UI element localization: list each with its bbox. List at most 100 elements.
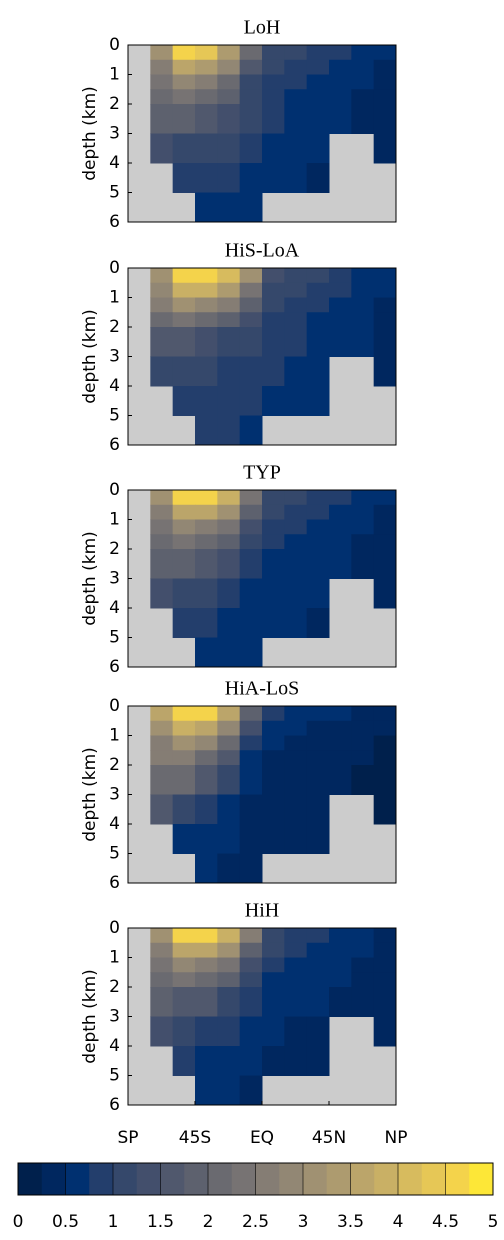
cell xyxy=(217,578,241,609)
cell xyxy=(351,706,375,722)
cell xyxy=(329,312,352,328)
cell xyxy=(195,637,218,668)
cell xyxy=(284,133,308,164)
x-tick-label: EQ xyxy=(250,1128,274,1148)
colorbar-swatch xyxy=(136,1163,161,1195)
cell xyxy=(150,765,174,795)
cell xyxy=(195,268,218,284)
cell xyxy=(217,490,241,506)
y-tick-label: 3 xyxy=(109,124,120,144)
cell xyxy=(284,794,308,825)
cell xyxy=(329,282,352,298)
cell xyxy=(150,133,174,164)
y-tick-label: 1 xyxy=(109,726,120,746)
colorbar-tick-label: 2.5 xyxy=(242,1212,269,1232)
cell xyxy=(262,972,285,988)
cell xyxy=(373,794,397,825)
cell xyxy=(262,706,285,722)
cell xyxy=(195,534,218,550)
cell xyxy=(172,89,196,105)
cell xyxy=(172,824,196,854)
cell xyxy=(172,750,196,766)
cell xyxy=(172,720,196,736)
cell xyxy=(306,942,330,958)
cell xyxy=(172,549,196,579)
cell xyxy=(306,750,330,766)
cell xyxy=(351,534,375,550)
x-tick-label: 45N xyxy=(312,1128,346,1148)
cell xyxy=(329,89,352,105)
cell xyxy=(262,794,285,825)
cell xyxy=(262,386,285,416)
cell xyxy=(239,637,263,668)
cell xyxy=(284,706,308,722)
cell xyxy=(351,327,375,357)
cell xyxy=(239,504,263,520)
cell xyxy=(306,578,330,609)
cell xyxy=(306,972,330,988)
cell xyxy=(351,282,375,298)
cell xyxy=(284,765,308,795)
cell xyxy=(351,957,375,973)
cell xyxy=(329,720,352,736)
cell xyxy=(262,928,285,944)
cell xyxy=(217,720,241,736)
cell xyxy=(195,386,218,416)
colorbar-swatch xyxy=(89,1163,114,1195)
cell xyxy=(284,356,308,387)
cell xyxy=(373,504,397,520)
colorbar-swatch xyxy=(113,1163,138,1195)
cell xyxy=(217,608,241,638)
y-tick-label: 6 xyxy=(109,1095,120,1115)
cell xyxy=(284,549,308,579)
cell xyxy=(262,750,285,766)
y-axis-label: depth (km) xyxy=(80,309,100,404)
cell xyxy=(195,735,218,751)
y-tick-label: 5 xyxy=(109,844,120,864)
cell xyxy=(172,765,196,795)
panel-title: HiA-LoS xyxy=(225,678,299,700)
cell xyxy=(195,1046,218,1076)
cell xyxy=(172,735,196,751)
cell xyxy=(239,490,263,506)
cell xyxy=(306,534,330,550)
cell xyxy=(195,312,218,328)
x-tick-label: SP xyxy=(117,1128,138,1148)
cell xyxy=(306,519,330,535)
colorbar-tick-label: 2 xyxy=(203,1212,214,1232)
cell xyxy=(195,987,218,1017)
cell xyxy=(239,327,263,357)
cell xyxy=(172,312,196,328)
cell xyxy=(284,268,308,284)
x-tick-label: 45S xyxy=(179,1128,211,1148)
cell xyxy=(172,1046,196,1076)
cell xyxy=(150,268,174,284)
cell xyxy=(373,327,397,357)
cell xyxy=(373,312,397,328)
cell xyxy=(306,987,330,1017)
cell xyxy=(239,104,263,134)
cell xyxy=(217,637,241,668)
cell xyxy=(351,59,375,75)
y-tick-label: 6 xyxy=(109,873,120,893)
cell xyxy=(195,720,218,736)
cell xyxy=(373,89,397,105)
cell xyxy=(351,750,375,766)
cell xyxy=(150,45,174,61)
cell xyxy=(239,608,263,638)
cell xyxy=(217,972,241,988)
cell xyxy=(306,957,330,973)
cell xyxy=(284,750,308,766)
cell xyxy=(262,735,285,751)
cell xyxy=(373,928,397,944)
cell xyxy=(351,928,375,944)
cell xyxy=(284,504,308,520)
cell xyxy=(284,104,308,134)
y-tick-label: 5 xyxy=(109,183,120,203)
cell xyxy=(351,942,375,958)
y-tick-label: 6 xyxy=(109,657,120,677)
cell xyxy=(172,534,196,550)
cell xyxy=(172,519,196,535)
cell xyxy=(284,1016,308,1047)
cell xyxy=(217,312,241,328)
